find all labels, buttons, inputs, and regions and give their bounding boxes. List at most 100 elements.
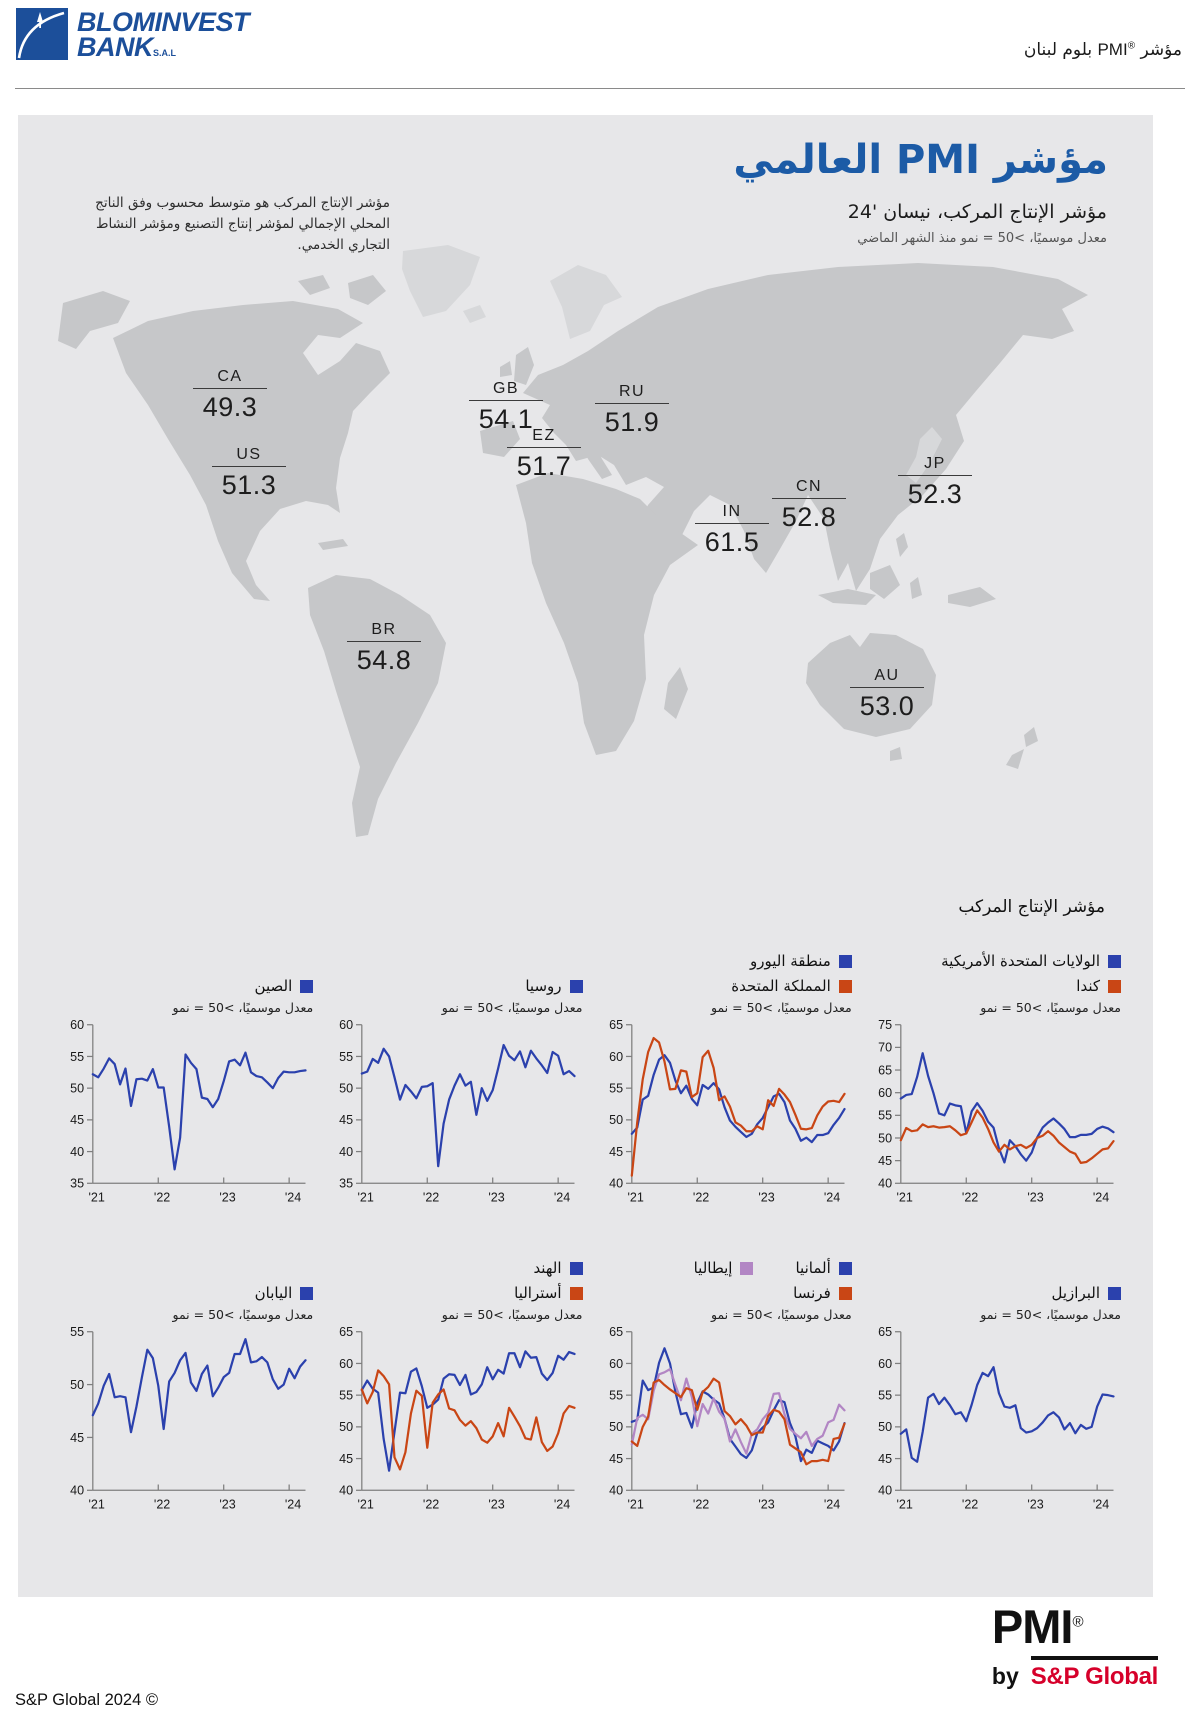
legend-label: الهند — [533, 1259, 562, 1278]
svg-text:'21: '21 — [896, 1191, 912, 1205]
island-cuba — [318, 539, 348, 550]
svg-text:'22: '22 — [154, 1191, 170, 1205]
svg-text:'23: '23 — [758, 1191, 774, 1205]
svg-text:50: 50 — [339, 1082, 353, 1096]
legend-label: روسيا — [525, 977, 562, 995]
chart-note: معدل موسميًا، >50 = نمو — [441, 1000, 583, 1015]
island-madagascar — [664, 667, 688, 719]
legend-entry: كندا — [1076, 977, 1121, 995]
svg-text:60: 60 — [70, 1018, 84, 1032]
svg-text:'23: '23 — [1027, 1191, 1043, 1205]
series-line — [360, 1369, 576, 1471]
legend-row: الصين — [58, 977, 314, 995]
series-line — [630, 1368, 846, 1456]
svg-text:70: 70 — [878, 1041, 892, 1055]
chart-legend: ألمانيا إيطاليا فرنسا — [597, 1240, 852, 1302]
map-value-label-us: US 51.3 — [212, 446, 286, 501]
series-line — [899, 1109, 1115, 1165]
svg-text:55: 55 — [339, 1389, 353, 1403]
series-line — [360, 1043, 576, 1168]
chart-plot-brazil: 40 45 50 55 60 65 '21 '22 '23 '24 — [878, 1325, 1115, 1512]
region-scandinavia — [550, 265, 622, 339]
country-code: US — [236, 446, 262, 463]
country-pmi-value: 51.7 — [516, 451, 572, 481]
svg-text:'21: '21 — [358, 1191, 374, 1205]
island-greenland — [402, 245, 480, 317]
island-great-britain — [514, 347, 534, 385]
legend-row: الولايات المتحدة الأمريكية — [866, 952, 1121, 970]
chart-legend: الولايات المتحدة الأمريكية كندا — [866, 933, 1121, 995]
country-pmi-value: 54.8 — [356, 645, 412, 675]
legend-label: كندا — [1076, 977, 1100, 995]
country-pmi-value: 61.5 — [704, 527, 760, 557]
legend-entry: فرنسا — [793, 1284, 852, 1302]
continent-africa — [516, 473, 698, 755]
svg-text:60: 60 — [878, 1357, 892, 1371]
svg-text:40: 40 — [609, 1177, 623, 1191]
legend-label: فرنسا — [793, 1284, 831, 1303]
svg-text:'21: '21 — [896, 1498, 912, 1512]
country-pmi-value: 52.3 — [907, 479, 963, 509]
chart-brazil: البرازيل معدل موسميًا، >50 = نمو 40 45 50 55 6… — [866, 1240, 1121, 1521]
svg-text:'24: '24 — [554, 1191, 570, 1205]
legend-swatch-icon — [838, 954, 852, 968]
svg-text:'24: '24 — [554, 1498, 570, 1512]
legend-row: أستراليا — [327, 1284, 583, 1303]
chart-note: معدل موسميًا، >50 = نمو — [710, 1307, 852, 1323]
svg-text:'23: '23 — [219, 1498, 235, 1512]
legend-row: فرنسا — [597, 1284, 852, 1302]
svg-text:60: 60 — [609, 1050, 623, 1064]
svg-text:40: 40 — [339, 1145, 353, 1159]
island-sumatra-java — [818, 589, 876, 605]
charts-grid: الولايات المتحدة الأمريكية كندا معدل موسمي… — [18, 933, 1153, 1522]
country-code: IN — [722, 503, 742, 520]
svg-text:'24: '24 — [285, 1191, 301, 1205]
legend-entry: المملكة المتحدة — [731, 977, 852, 995]
chart-plot-ez-uk: 40 45 50 55 60 65 '21 '22 '23 '24 — [609, 1018, 846, 1205]
legend-swatch-icon — [569, 1286, 583, 1300]
legend-label: إيطاليا — [693, 1259, 733, 1278]
island-japan — [906, 427, 942, 483]
series-line — [630, 1377, 846, 1466]
report-name: مؤشر PMI® بلوم لبنان — [1023, 40, 1182, 60]
legend-label: أستراليا — [514, 1284, 562, 1303]
svg-text:65: 65 — [339, 1325, 353, 1339]
legend-entry: الصين — [255, 977, 314, 995]
country-code: AU — [874, 667, 900, 684]
country-code: CN — [795, 478, 823, 495]
svg-text:55: 55 — [878, 1389, 892, 1403]
legend-row: المملكة المتحدة — [597, 977, 852, 995]
legend-swatch-icon — [569, 1261, 583, 1275]
label-rule — [850, 687, 924, 688]
sp-global-text: S&P Global — [1030, 1663, 1159, 1690]
island-baffin — [348, 275, 386, 305]
svg-text:'21: '21 — [89, 1498, 105, 1512]
label-rule — [193, 388, 267, 389]
world-map — [18, 243, 1153, 875]
island-iceland — [463, 305, 486, 323]
logo-line1: BLOMINVEST — [77, 7, 250, 37]
svg-text:'23: '23 — [219, 1191, 235, 1205]
series-line — [360, 1350, 576, 1473]
map-value-label-ru: RU 51.9 — [595, 383, 669, 438]
svg-text:60: 60 — [339, 1018, 353, 1032]
label-rule — [898, 475, 972, 476]
svg-text:50: 50 — [609, 1421, 623, 1435]
island-victoria — [298, 275, 330, 295]
series-line — [91, 1051, 307, 1171]
blominvest-logo: BLOMINVEST BANKS.A.L — [16, 7, 250, 61]
legend-entry: ألمانيا — [795, 1259, 852, 1277]
legend-entry: البرازيل — [1052, 1284, 1121, 1302]
legend-swatch-icon — [1108, 1286, 1121, 1300]
svg-text:'22: '22 — [154, 1498, 170, 1512]
island-ireland — [500, 361, 512, 377]
chart-legend: الصين — [58, 933, 314, 995]
svg-text:50: 50 — [609, 1113, 623, 1127]
country-code: CA — [217, 368, 243, 385]
country-pmi-value: 53.0 — [859, 691, 915, 721]
chart-plot-de-it-fr: 40 45 50 55 60 65 '21 '22 '23 '24 — [609, 1325, 846, 1512]
legend-swatch-icon — [740, 1261, 754, 1275]
svg-text:45: 45 — [609, 1452, 623, 1466]
svg-text:'24: '24 — [823, 1191, 839, 1205]
svg-text:'22: '22 — [423, 1498, 439, 1512]
